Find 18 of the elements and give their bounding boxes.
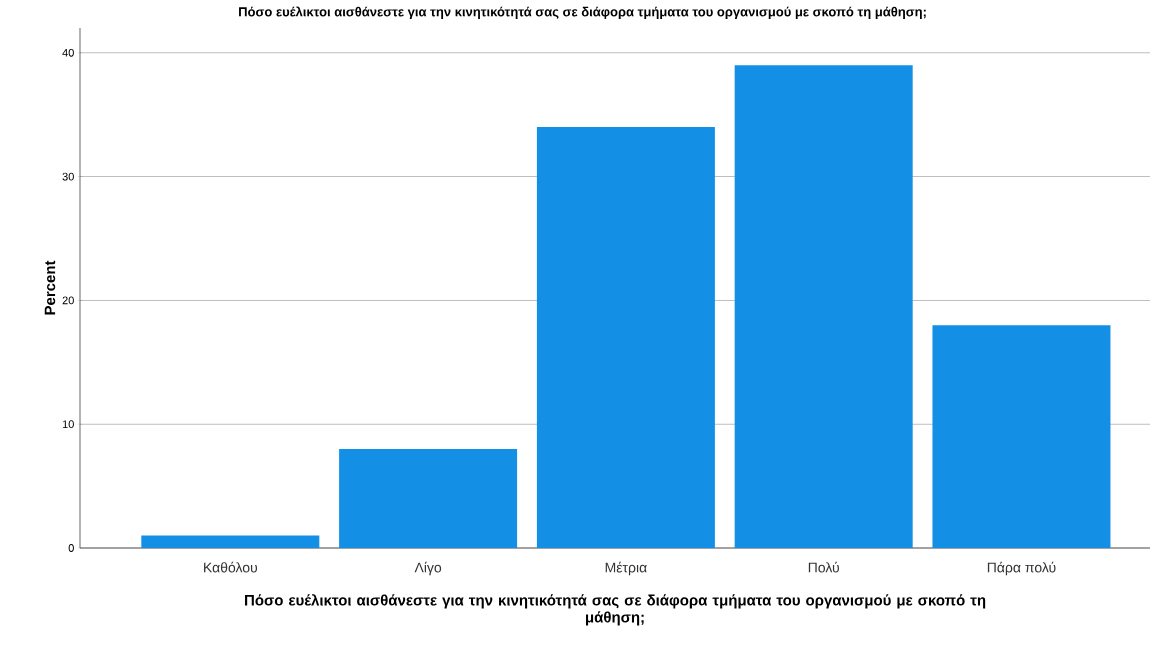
chart-title: Πόσο ευέλικτοι αισθάνεστε για την κινητικότητά σας σε διάφορα τμήματα του οργανισμού με σκοπό τη μάθηση;	[239, 6, 926, 19]
y-axis-title: Percent	[44, 260, 56, 315]
bar	[339, 448, 518, 548]
bar	[141, 535, 320, 548]
y-tick-label: 10	[62, 420, 74, 429]
x-tick-label: Πολύ	[808, 561, 839, 573]
bar	[932, 325, 1111, 548]
y-tick-label: 20	[62, 296, 74, 305]
y-tick-label: 30	[62, 172, 74, 181]
x-axis-title: Πόσο ευέλικτοι αισθάνεστε για την κινητικότητά σας σε διάφορα τμήματα του οργανισμού με σκοπό τη μάθηση;	[245, 594, 986, 626]
x-tick-label: Πάρα πολύ	[987, 561, 1056, 576]
y-tick-label: 40	[62, 48, 74, 57]
bar	[734, 65, 913, 548]
x-tick-label: Καθόλου	[204, 561, 258, 573]
y-tick-label: 0	[68, 544, 74, 552]
x-tick-label: Μέτρια	[605, 561, 647, 576]
x-tick-label: Λίγο	[414, 561, 442, 576]
bar	[536, 127, 715, 548]
